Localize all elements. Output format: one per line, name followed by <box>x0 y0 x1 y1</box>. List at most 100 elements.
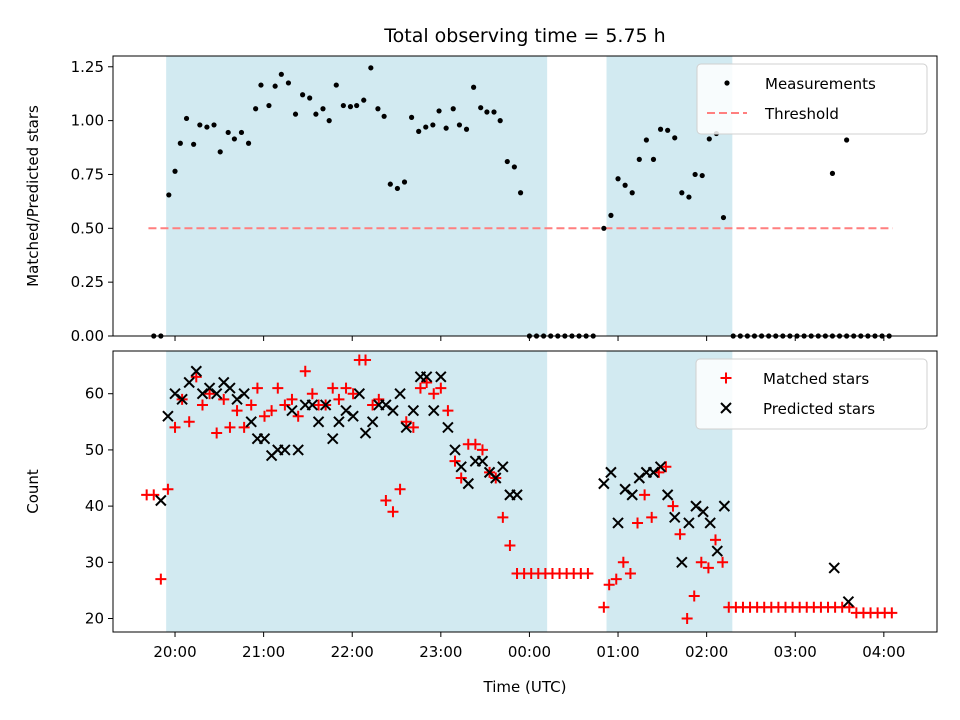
matched-star-point <box>286 393 298 405</box>
matched-star-point <box>333 393 345 405</box>
x-tick-label: 04:00 <box>862 643 905 661</box>
matched-star-point <box>617 556 629 568</box>
matched-star-point <box>497 511 509 523</box>
matched-star-point <box>688 590 700 602</box>
predicted-star-point <box>647 466 660 479</box>
predicted-star-point <box>605 466 617 479</box>
x-tick-label: 23:00 <box>419 643 462 661</box>
measurement-point <box>361 97 367 103</box>
predicted-star-point <box>333 416 345 428</box>
measurement-point <box>416 128 422 134</box>
matched-star-point <box>639 489 651 501</box>
predicted-star-point <box>231 393 243 406</box>
predicted-star-point <box>442 421 454 434</box>
matched-star-point <box>598 601 610 613</box>
predicted-star-point <box>366 416 379 428</box>
matched-star-point <box>709 534 721 546</box>
measurement-point <box>478 105 484 111</box>
x-axis-label: Time (UTC) <box>483 678 567 696</box>
legend-box <box>695 358 928 430</box>
matched-star-point <box>449 455 461 467</box>
measurement-point <box>333 82 339 88</box>
measurement-point <box>491 109 497 115</box>
predicted-star-point <box>633 472 646 484</box>
predicted-star-point <box>669 511 681 524</box>
predicted-star-point <box>626 489 638 501</box>
predicted-star-point <box>380 399 392 411</box>
measurement-point <box>381 113 387 119</box>
predicted-star-point <box>155 494 167 507</box>
measurement-point <box>643 137 649 143</box>
observing-window <box>166 351 548 632</box>
matched-star-point <box>442 405 454 417</box>
measurement-point <box>650 156 657 162</box>
measurement-point <box>217 149 223 155</box>
matched-star-point <box>327 382 339 394</box>
measurement-point <box>197 122 203 128</box>
predicted-star-point <box>319 399 332 411</box>
predicted-star-point <box>353 388 366 400</box>
matched-star-point <box>421 376 433 388</box>
measurement-point <box>183 115 190 122</box>
y-tick-label: 60 <box>85 385 104 403</box>
matched-star-point <box>380 494 392 506</box>
matched-star-point <box>428 388 440 400</box>
predicted-star-point <box>407 404 420 417</box>
legend-matched-label: Matched stars <box>763 370 869 388</box>
matched-star-point <box>224 421 236 433</box>
legend-box <box>696 63 928 135</box>
matched-star-point <box>632 517 644 529</box>
measurement-point <box>456 122 463 128</box>
measurement-point <box>511 164 517 170</box>
legend-measurements-label: Measurements <box>765 75 876 93</box>
measurement-point <box>172 168 178 174</box>
x-tick-label: 01:00 <box>596 643 639 661</box>
measurement-point <box>657 126 664 132</box>
predicted-star-point <box>704 517 716 529</box>
predicted-star-point <box>224 382 236 394</box>
legend-predicted-label: Predicted stars <box>763 400 875 418</box>
legend-threshold-label: Threshold <box>764 105 839 123</box>
measurement-point <box>204 124 210 130</box>
predicted-star-point <box>286 404 298 417</box>
predicted-star-point <box>292 444 304 456</box>
measurement-point <box>443 125 449 131</box>
measurement-point <box>692 171 698 178</box>
x-tick-label: 22:00 <box>331 643 374 661</box>
measurement-point <box>665 127 671 133</box>
x-tick-label: 03:00 <box>774 643 817 661</box>
predicted-star-point <box>476 455 489 467</box>
measurement-point <box>829 170 836 176</box>
predicted-star-point <box>203 382 216 394</box>
x-tick-label: 21:00 <box>242 643 285 661</box>
observing-window <box>166 56 548 336</box>
y-tick-label: 50 <box>85 441 104 459</box>
predicted-star-point <box>497 461 509 473</box>
predicted-star-point <box>183 376 195 389</box>
measurement-point <box>368 65 374 71</box>
matched-star-point <box>204 388 216 400</box>
matched-star-point <box>695 556 707 568</box>
measurement-point <box>430 122 436 128</box>
measurement-point <box>375 106 381 112</box>
matched-star-point <box>340 382 352 394</box>
measurement-point <box>245 140 252 146</box>
predicted-star-point <box>306 399 319 411</box>
predicted-star-point <box>420 371 433 383</box>
y-tick-label: 1.25 <box>71 58 104 76</box>
predicted-star-point <box>449 444 461 456</box>
measurement-point <box>679 190 685 196</box>
predicted-star-point <box>654 461 667 473</box>
x-tick-label: 02:00 <box>685 643 728 661</box>
matched-star-point <box>155 573 167 585</box>
measurement-point <box>629 190 635 196</box>
y-axis-label: Count <box>24 469 42 514</box>
measurement-point <box>307 95 313 101</box>
measurement-point <box>601 225 607 231</box>
measurement-point <box>471 84 477 90</box>
measurement-point <box>484 109 490 115</box>
matched-star-point <box>306 388 318 400</box>
matched-star-point <box>400 416 412 428</box>
matched-star-point <box>886 607 898 619</box>
